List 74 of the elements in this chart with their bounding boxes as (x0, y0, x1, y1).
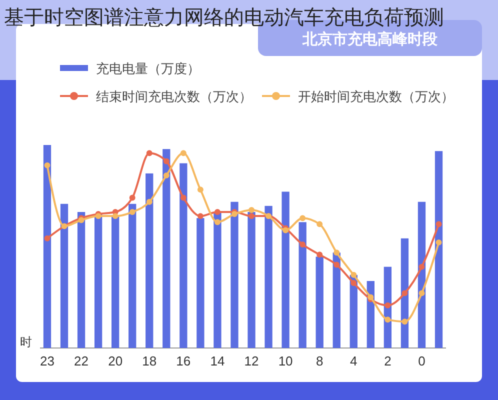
x-tick-label: 8 (316, 353, 324, 368)
point (44, 162, 50, 168)
point (248, 206, 254, 213)
point (300, 241, 306, 248)
bar (146, 173, 154, 348)
chart-title: 基于时空图谱注意力网络的电动汽车充电负荷预测 (4, 5, 444, 29)
point (214, 209, 220, 215)
point (418, 290, 425, 296)
x-tick-label: 22 (74, 353, 89, 368)
bar (298, 222, 306, 348)
x-tick-label: 2 (384, 353, 392, 368)
bar (162, 149, 170, 348)
bar (111, 216, 120, 348)
x-tick-label: 14 (210, 353, 225, 368)
chart-subtitle: 北京市充电高峰时段 (302, 30, 438, 48)
x-tick-label: 4 (350, 353, 358, 368)
bar (282, 192, 290, 348)
x-tick-label: 12 (244, 353, 259, 368)
bar (434, 151, 443, 348)
bar (60, 204, 68, 348)
point (436, 239, 442, 246)
bar (230, 202, 238, 348)
legend-label: 开始时间充电次数（万次） (298, 90, 454, 105)
point (334, 250, 340, 256)
bar (332, 252, 340, 348)
bar (316, 256, 324, 348)
x-tick-label: 10 (278, 353, 293, 368)
legend-label: 结束时间充电次数（万次） (96, 90, 252, 105)
point (180, 194, 186, 201)
point (197, 186, 204, 193)
bar (418, 202, 426, 348)
bar (43, 145, 52, 348)
x-tick-label: 23 (40, 353, 54, 368)
point (129, 194, 136, 201)
bar (384, 266, 392, 348)
point (129, 209, 136, 215)
x-tick-label: 16 (176, 353, 191, 368)
x-tick-label: 20 (108, 353, 123, 368)
bar (248, 212, 256, 348)
x-tick-label: 18 (142, 353, 157, 368)
bar (400, 238, 409, 348)
bar (214, 212, 222, 348)
bar (128, 204, 136, 348)
point (418, 264, 425, 270)
point (197, 213, 204, 220)
x-axis-title: 时 (20, 335, 32, 349)
point (146, 150, 152, 156)
point (146, 198, 152, 205)
bar (94, 214, 102, 348)
point (95, 213, 102, 220)
x-tick-label: 0 (418, 353, 426, 368)
point (214, 219, 220, 226)
point (384, 302, 391, 308)
point (248, 213, 254, 220)
point (350, 280, 357, 286)
point (300, 215, 306, 222)
point (163, 158, 170, 164)
bar (196, 218, 204, 348)
point (402, 290, 408, 296)
point (44, 235, 50, 242)
bar (180, 163, 188, 348)
point (350, 272, 357, 278)
point (384, 316, 391, 323)
legend-label: 充电电量（万度） (96, 61, 200, 77)
bar (264, 206, 272, 348)
point (334, 262, 340, 268)
bar (77, 212, 86, 348)
point (402, 318, 408, 325)
point (163, 172, 170, 178)
point (436, 221, 442, 228)
point (316, 252, 323, 258)
point (112, 213, 118, 220)
point (180, 150, 186, 156)
point (316, 221, 323, 228)
